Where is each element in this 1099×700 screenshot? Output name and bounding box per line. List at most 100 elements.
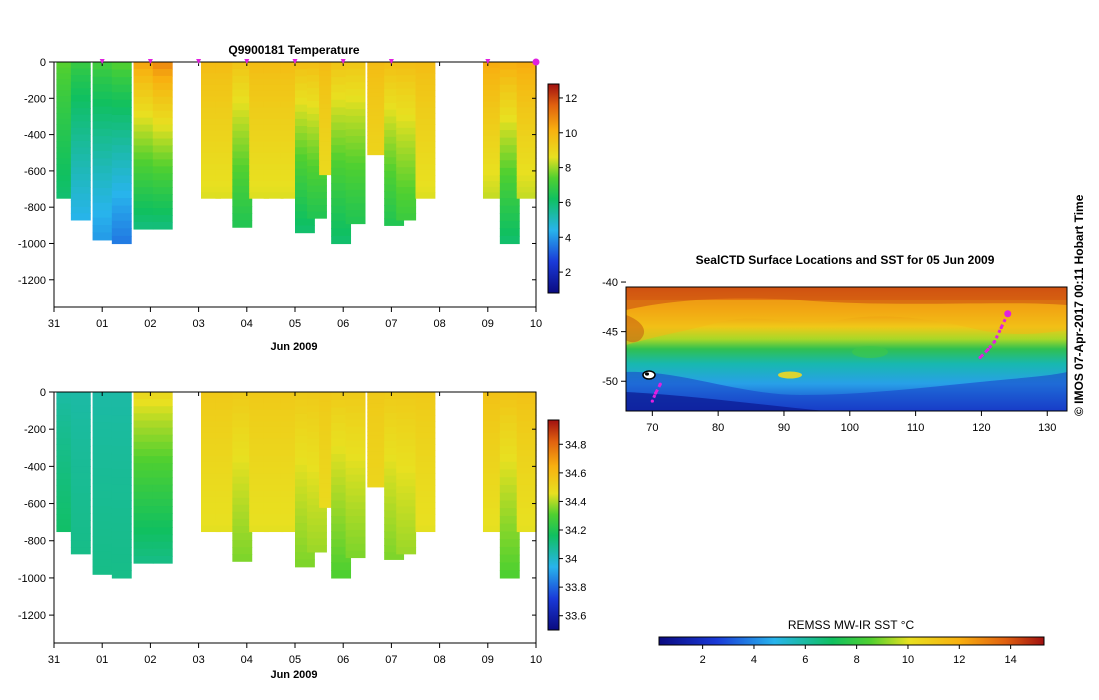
profile-cell — [215, 467, 236, 474]
profile-cell — [331, 62, 352, 71]
profile-cell — [295, 225, 315, 234]
profile-cell — [111, 523, 132, 533]
profile-cell — [201, 147, 221, 154]
profile-cell — [307, 445, 327, 453]
profile-column — [70, 62, 91, 221]
profile-cell — [415, 73, 436, 80]
profile-cell — [70, 486, 91, 494]
profile-cell — [482, 525, 503, 533]
profile-cell — [319, 113, 339, 119]
profile-cell — [232, 476, 253, 485]
profile-cell — [215, 152, 236, 160]
profile-cell — [111, 235, 132, 245]
profile-cell — [263, 426, 284, 434]
y-tick-label: -600 — [24, 166, 46, 178]
profile-cell — [482, 479, 503, 486]
profile-cell — [201, 426, 221, 434]
profile-cell — [345, 203, 366, 211]
profile-cell — [249, 107, 270, 114]
profile-cell — [133, 541, 154, 550]
profile-cell — [319, 85, 339, 91]
profile-cell — [295, 97, 315, 106]
profile-cell — [133, 520, 154, 529]
profile-cell — [396, 134, 417, 142]
profile-cell — [152, 541, 173, 550]
profile-cell — [319, 401, 339, 408]
profile-cell — [70, 526, 91, 535]
profile-cell — [516, 62, 537, 69]
profile-cell — [92, 483, 113, 492]
profile-cell — [396, 108, 417, 116]
profile-cell — [56, 426, 77, 434]
profile-cell — [295, 392, 315, 400]
profile-cell — [331, 500, 352, 509]
sst-colorbar-tick-label: 4 — [751, 654, 757, 666]
profile-cell — [249, 192, 270, 199]
profile-cell — [295, 464, 315, 473]
profile-cell — [263, 484, 284, 492]
profile-cell — [331, 160, 352, 169]
profile-cell — [345, 129, 366, 137]
profile-cell — [307, 525, 327, 533]
profile-cell — [56, 432, 77, 440]
profile-cell — [345, 196, 366, 204]
profile-cell — [111, 130, 132, 139]
profile-cell — [249, 403, 270, 411]
profile-cell — [152, 180, 173, 188]
profile-cell — [331, 508, 352, 517]
profile-cell — [331, 399, 352, 409]
profile-cell — [215, 479, 236, 486]
profile-cell — [70, 121, 91, 129]
profile-cell — [307, 531, 327, 540]
profile-cell — [263, 152, 284, 160]
profile-cell — [56, 113, 77, 120]
profile-cell — [319, 76, 339, 82]
profile-cell — [249, 73, 270, 80]
profile-cell — [111, 407, 132, 416]
profile-cell — [232, 158, 253, 166]
profile-cell — [56, 479, 77, 486]
profile-cell — [263, 67, 284, 74]
colorbar-tick-label: 12 — [565, 93, 577, 105]
profile-cell — [111, 531, 132, 540]
profile-cell — [482, 67, 503, 74]
profile-cell — [499, 160, 520, 169]
x-tick-label: 01 — [96, 654, 108, 666]
profile-cell — [396, 398, 417, 407]
profile-cell — [307, 211, 327, 219]
profile-cell — [345, 529, 366, 538]
profile-cell — [295, 442, 315, 451]
profile-cell — [70, 439, 91, 447]
profile-cell — [215, 101, 236, 108]
profile-cell — [263, 107, 284, 114]
profile-cell — [367, 459, 388, 464]
profile-cell — [307, 166, 327, 174]
profile-cell — [152, 103, 173, 112]
profile-cell — [111, 145, 132, 154]
map-x-tick-label: 90 — [778, 422, 790, 434]
profile-cell — [152, 82, 173, 91]
profile-cell — [331, 220, 352, 229]
profile-cell — [331, 213, 352, 222]
profile-cell — [415, 192, 436, 199]
y-tick-label: -800 — [24, 536, 46, 548]
profile-cell — [111, 508, 132, 517]
profile-cell — [263, 90, 284, 97]
profile-cell — [70, 94, 91, 103]
profile-cell — [367, 119, 388, 125]
profile-cell — [133, 82, 154, 91]
profile-cell — [295, 76, 315, 84]
profile-cell — [367, 427, 388, 433]
profile-cell — [249, 130, 270, 137]
profile-cell — [152, 75, 173, 84]
profile-cell — [384, 68, 405, 77]
profile-cell — [249, 118, 270, 125]
profile-cell — [319, 473, 339, 480]
profile-cell — [92, 467, 113, 477]
profile-cell — [152, 456, 173, 464]
profile-cell — [111, 539, 132, 548]
profile-cell — [133, 62, 154, 70]
profile-cell — [516, 426, 537, 434]
profile-cell — [263, 473, 284, 480]
profile-cell — [111, 190, 132, 199]
